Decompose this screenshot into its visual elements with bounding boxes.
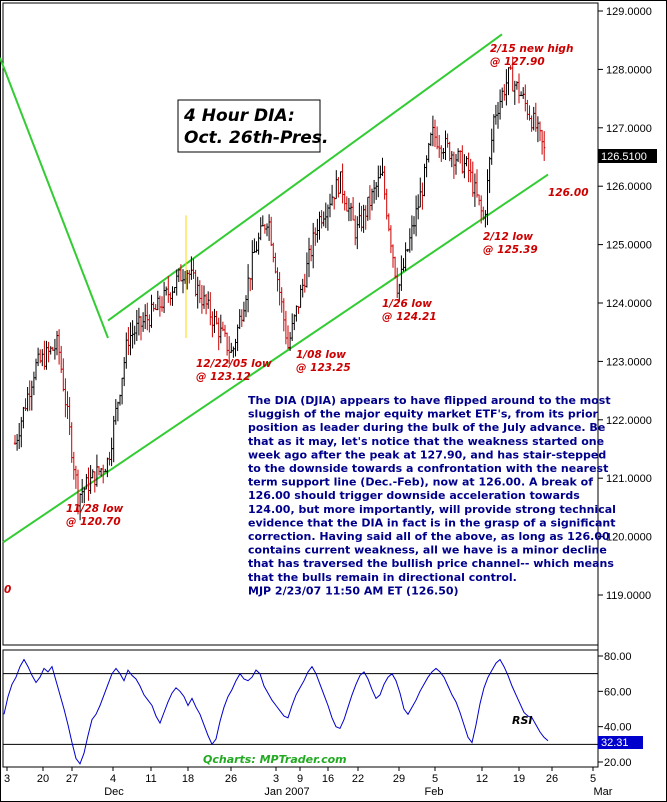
price-annotation: @ 124.21 xyxy=(382,311,437,323)
commentary-line: sluggish of the major equity market ETF'… xyxy=(248,408,599,421)
price-annotation: @ 120.70 xyxy=(66,516,121,528)
time-tick-label: 18 xyxy=(182,773,194,785)
commentary-line: that the bulls remain in directional con… xyxy=(248,571,517,584)
price-annotation: 2/15 new high xyxy=(490,43,573,55)
commentary-line: evidence that the DIA in fact is in the … xyxy=(248,516,616,529)
price-tick-label: 126.0000 xyxy=(606,181,652,193)
time-tick-label: 26 xyxy=(546,773,558,785)
commentary-line: 124.00, but more importantly, will provi… xyxy=(248,503,616,516)
rsi-panel xyxy=(2,649,599,768)
source-credit: Qcharts: MPTrader.com xyxy=(203,753,347,766)
last-price-box xyxy=(598,149,657,163)
price-tick-label: 121.0000 xyxy=(606,473,652,485)
price-annotation: 1/08 low xyxy=(296,349,346,361)
rsi-tick-label: 40.00 xyxy=(604,722,632,734)
price-annotation: 12/22/05 low xyxy=(196,358,272,370)
rsi-axis-ticks: 80.00 60.00 40.00 20.00 xyxy=(598,651,632,769)
month-label: Dec xyxy=(104,786,124,798)
rsi-last-value-label: 32.31 xyxy=(601,737,629,749)
title-box-frame xyxy=(177,99,321,153)
month-label: Mar xyxy=(594,786,613,798)
price-annotation: @ 123.12 xyxy=(196,371,251,383)
time-tick-label: 5 xyxy=(432,773,438,785)
price-annotation: 126.00 xyxy=(548,187,589,199)
channel-line-inner-upper xyxy=(0,57,109,339)
commentary-text: The DIA (DJIA) appears to have flipped a… xyxy=(248,394,616,597)
commentary-line: that as it may, let's notice that the we… xyxy=(248,435,604,448)
price-tick-label: 124.0000 xyxy=(606,298,652,310)
price-bars xyxy=(13,56,546,521)
commentary-line: term support line (Dec.-Feb), now at 126… xyxy=(248,476,593,489)
price-axis-ticks: 129.0000 128.0000 127.0000 126.0000 125.0000… xyxy=(598,6,652,602)
price-tick-label: 125.0000 xyxy=(606,240,652,252)
commentary-line: The DIA (DJIA) appears to have flipped a… xyxy=(248,394,611,407)
last-price-label: 126.5100 xyxy=(601,151,647,163)
commentary-line: contains current weakness, all we have i… xyxy=(248,544,607,557)
time-tick-label: 3 xyxy=(4,773,10,785)
rsi-series-line xyxy=(3,658,549,765)
commentary-line: to the downside towards a confrontation … xyxy=(248,462,608,475)
last-price-marker: 126.5100 xyxy=(598,149,657,163)
time-tick-label: 22 xyxy=(352,773,364,785)
price-annotations: 11/28 low@ 120.70 12/22/05 low@ 123.12 1/0… xyxy=(66,43,589,528)
month-label: Jan 2007 xyxy=(264,786,309,798)
time-tick-label: 12 xyxy=(476,773,488,785)
time-tick-label: 4 xyxy=(110,773,116,785)
rsi-label: RSI xyxy=(512,714,533,727)
month-label: Feb xyxy=(425,786,444,798)
price-annotation: @ 127.90 xyxy=(490,56,545,68)
time-tick-label: 19 xyxy=(513,773,525,785)
chart-title-line-1: 4 Hour DIA: xyxy=(183,106,295,126)
rsi-tick-label: 80.00 xyxy=(604,651,632,663)
price-tick-label: 123.0000 xyxy=(606,356,652,368)
commentary-line: position as leader during the bulk of th… xyxy=(248,421,605,434)
commentary-line: that has traversed the bullish price cha… xyxy=(248,557,614,570)
time-tick-label: 5 xyxy=(590,773,596,785)
rsi-last-value-marker: 32.31 xyxy=(598,736,643,749)
time-tick-label: 27 xyxy=(66,773,78,785)
price-annotation: 11/28 low xyxy=(66,503,124,515)
channel-lines xyxy=(0,33,549,544)
left-edge-label: 0 xyxy=(4,584,11,596)
price-tick-label: 120.0000 xyxy=(606,532,652,544)
price-annotation: 1/26 low xyxy=(382,298,432,310)
rsi-reference-lines xyxy=(3,673,598,745)
time-tick-label: 3 xyxy=(273,773,279,785)
time-tick-label: 20 xyxy=(37,773,49,785)
commentary-line: MJP 2/23/07 11:50 AM ET (126.50) xyxy=(248,584,459,597)
time-tick-label: 9 xyxy=(297,773,303,785)
price-tick-label: 128.0000 xyxy=(606,64,652,76)
time-tick-label: 29 xyxy=(393,773,405,785)
commentary-line: 126.00 should trigger downside accelerat… xyxy=(248,489,580,502)
rsi-last-value-box xyxy=(598,736,643,749)
rsi-tick-label: 60.00 xyxy=(604,686,632,698)
time-axis-ticks: 3 20 27 4 11 18 26 3 9 16 22 29 5 12 19 26 5 Dec Jan 2007 F… xyxy=(4,767,613,798)
price-tick-label: 119.0000 xyxy=(606,590,651,602)
price-annotation: 2/12 low xyxy=(483,231,533,243)
commentary-line: correction. Having said all of the above… xyxy=(248,530,610,543)
time-tick-label: 26 xyxy=(225,773,237,785)
price-tick-label: 127.0000 xyxy=(606,123,652,135)
chart-title-line-2: Oct. 26th-Pres. xyxy=(184,128,328,148)
time-tick-label: 11 xyxy=(145,773,156,785)
price-annotation: @ 123.25 xyxy=(296,362,351,374)
price-annotation: @ 125.39 xyxy=(483,244,538,256)
chart-title-box: 4 Hour DIA: Oct. 26th-Pres. xyxy=(177,99,328,153)
channel-line-support xyxy=(2,173,549,544)
commentary-line: week ago after the peak at 127.90, and h… xyxy=(248,448,606,461)
price-tick-label: 122.0000 xyxy=(606,415,652,427)
rsi-tick-label: 20.00 xyxy=(604,757,632,769)
channel-line-outer-upper xyxy=(107,33,503,322)
price-tick-label: 129.0000 xyxy=(606,6,652,18)
time-tick-label: 16 xyxy=(322,773,334,785)
